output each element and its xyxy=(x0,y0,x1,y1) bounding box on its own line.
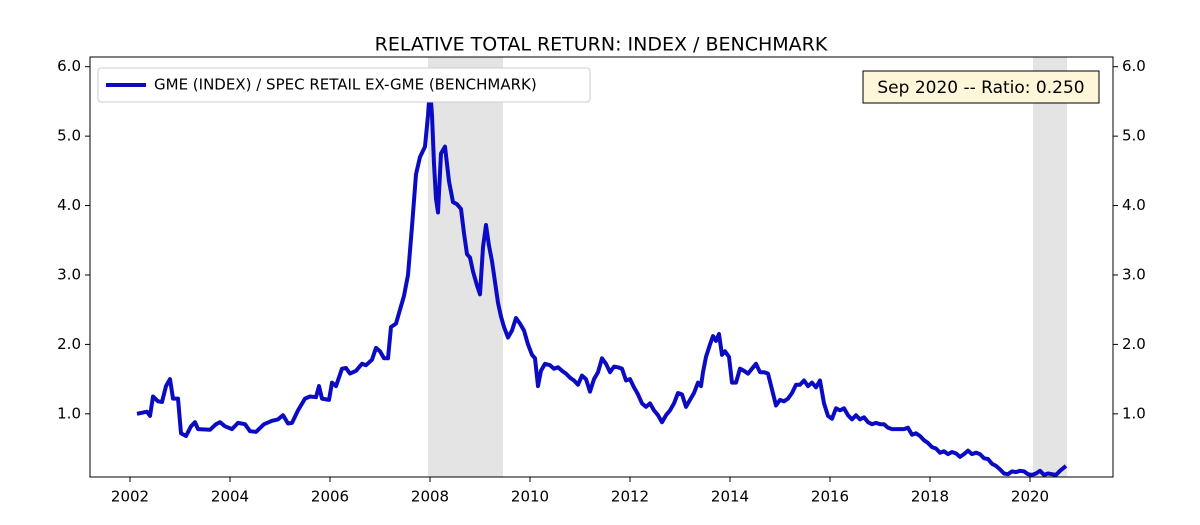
y-tick-label: 6.0 xyxy=(57,57,81,75)
x-tick-label: 2014 xyxy=(711,488,749,506)
y2-tick-label: 6.0 xyxy=(1122,57,1146,75)
y2-tick-label: 3.0 xyxy=(1122,265,1146,283)
y2-tick-label: 2.0 xyxy=(1122,335,1146,353)
x-tick-label: 2002 xyxy=(111,488,149,506)
x-tick-label: 2008 xyxy=(411,488,449,506)
y-tick-label: 3.0 xyxy=(57,265,81,283)
x-tick-label: 2006 xyxy=(311,488,349,506)
legend-label: GME (INDEX) / SPEC RETAIL EX-GME (BENCHM… xyxy=(154,76,537,94)
y-tick-label: 5.0 xyxy=(57,127,81,145)
y2-tick-label: 5.0 xyxy=(1122,127,1146,145)
y2-tick-label: 4.0 xyxy=(1122,196,1146,214)
shaded-region xyxy=(1033,57,1067,477)
x-tick-label: 2020 xyxy=(1011,488,1049,506)
series-line xyxy=(136,85,1068,477)
y-tick-label: 2.0 xyxy=(57,335,81,353)
x-tick-label: 2018 xyxy=(911,488,949,506)
shaded-region xyxy=(428,57,503,477)
x-tick-label: 2004 xyxy=(211,488,249,506)
chart-title: RELATIVE TOTAL RETURN: INDEX / BENCHMARK xyxy=(375,34,828,56)
y-tick-label: 4.0 xyxy=(57,196,81,214)
y2-tick-label: 1.0 xyxy=(1122,404,1146,422)
y-tick-label: 1.0 xyxy=(57,404,81,422)
annotation-box xyxy=(862,70,1100,104)
annotation: Sep 2020 -- Ratio: 0.250 xyxy=(877,78,1084,98)
plot-frame xyxy=(89,56,1114,478)
x-tick-label: 2016 xyxy=(811,488,849,506)
legend-box xyxy=(97,67,591,103)
x-tick-label: 2012 xyxy=(611,488,649,506)
x-tick-label: 2010 xyxy=(511,488,549,506)
